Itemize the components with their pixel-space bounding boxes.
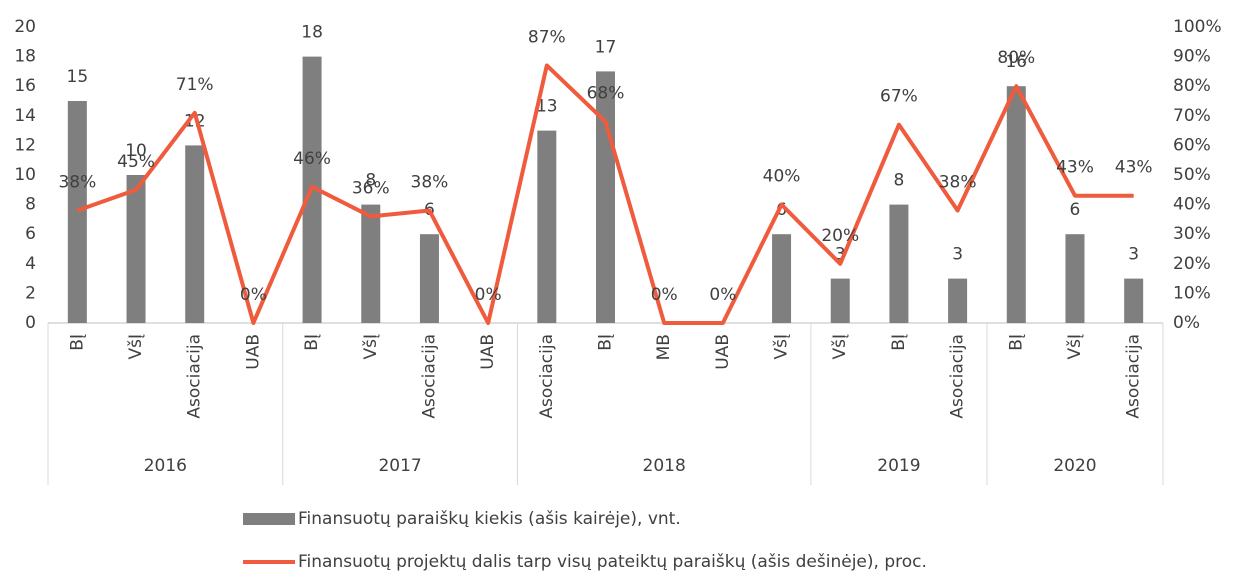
x-tick-label: Asociacija <box>948 334 968 419</box>
bar-value-label: 6 <box>1070 200 1081 220</box>
bar <box>185 145 205 323</box>
line-value-label: 38% <box>58 173 96 193</box>
line-value-label: 67% <box>880 87 918 107</box>
x-tick-label: BĮ <box>67 334 87 351</box>
y-tick-label: 14 <box>14 106 36 126</box>
legend-label: Finansuotų paraiškų kiekis (ašis kairėje… <box>298 509 681 529</box>
bar <box>419 234 439 323</box>
bar-value-label: 3 <box>1128 245 1139 265</box>
y2-tick-label: 60% <box>1173 135 1211 155</box>
bar-value-label: 15 <box>67 67 89 87</box>
line-value-label: 43% <box>1056 158 1094 178</box>
y-tick-label: 12 <box>14 135 36 155</box>
bar <box>1124 278 1144 323</box>
bar <box>948 278 968 323</box>
x-tick-label: BĮ <box>889 334 909 351</box>
line-value-label: 38% <box>939 173 977 193</box>
group-label: 2017 <box>378 456 421 476</box>
line-value-label: 80% <box>997 48 1035 68</box>
x-tick-label: Asociacija <box>419 334 439 419</box>
x-tick-label: Asociacija <box>537 334 557 419</box>
line-value-label: 43% <box>1115 158 1153 178</box>
bar <box>830 278 850 323</box>
bar-value-label: 16 <box>1005 52 1027 72</box>
bar <box>889 204 909 323</box>
line-value-label: 87% <box>528 27 566 47</box>
bar <box>1065 234 1085 323</box>
line-value-label: 20% <box>821 226 859 246</box>
y-tick-label: 18 <box>14 47 36 67</box>
x-tick-label: UAB <box>243 334 263 370</box>
bar-value-label: 8 <box>894 171 905 191</box>
bar <box>126 175 146 323</box>
line-value-label: 68% <box>587 84 625 104</box>
legend-label: Finansuotų projektų dalis tarp visų pate… <box>298 552 927 572</box>
y2-tick-label: 90% <box>1173 47 1211 67</box>
bar-value-label: 18 <box>301 23 323 43</box>
bar <box>1006 86 1026 323</box>
y2-tick-label: 70% <box>1173 106 1211 126</box>
x-tick-label: BĮ <box>302 334 322 351</box>
y2-tick-label: 0% <box>1173 313 1200 333</box>
group-label: 2020 <box>1053 456 1096 476</box>
bar <box>772 234 792 323</box>
line-value-label: 45% <box>117 152 155 172</box>
line-value-label: 0% <box>475 285 502 305</box>
line-value-label: 0% <box>709 285 736 305</box>
legend-swatch <box>243 513 295 525</box>
line-value-label: 0% <box>651 285 678 305</box>
y-tick-label: 2 <box>25 283 36 303</box>
x-tick-label: VšĮ <box>1065 334 1085 360</box>
y-tick-label: 6 <box>25 224 36 244</box>
x-tick-label: BĮ <box>1006 334 1026 351</box>
x-tick-label: Asociacija <box>1124 334 1144 419</box>
line-value-label: 40% <box>763 167 801 187</box>
x-tick-label: VšĮ <box>126 334 146 360</box>
y2-tick-label: 80% <box>1173 76 1211 96</box>
bar-value-label: 6 <box>776 200 787 220</box>
x-tick-label: VšĮ <box>772 334 792 360</box>
x-tick-label: Asociacija <box>185 334 205 419</box>
bar-value-label: 10 <box>125 141 147 161</box>
x-tick-label: VšĮ <box>830 334 850 360</box>
line-value-label: 0% <box>240 285 267 305</box>
y-tick-label: 20 <box>14 17 36 37</box>
bar <box>596 71 615 324</box>
y-tick-label: 16 <box>14 76 36 96</box>
bar <box>537 130 557 323</box>
line <box>76 63 1134 325</box>
y2-tick-label: 30% <box>1173 224 1211 244</box>
bar-value-label: 8 <box>365 171 376 191</box>
line-value-label: 46% <box>293 149 331 169</box>
line-value-label: 36% <box>352 178 390 198</box>
x-tick-label: UAB <box>713 334 733 370</box>
line-value-label: 38% <box>411 173 449 193</box>
bar <box>361 204 381 323</box>
x-tick-label: BĮ <box>596 334 616 351</box>
bar-value-label: 3 <box>952 245 963 265</box>
y2-tick-label: 100% <box>1173 17 1222 37</box>
x-tick-label: MB <box>654 334 674 360</box>
x-tick-label: UAB <box>478 334 498 370</box>
line-value-label: 71% <box>176 75 214 95</box>
group-label: 2019 <box>877 456 920 476</box>
bar-value-label: 17 <box>595 37 617 57</box>
y2-tick-label: 20% <box>1173 254 1211 274</box>
bar <box>67 101 87 323</box>
y2-tick-label: 10% <box>1173 283 1211 303</box>
y2-tick-label: 50% <box>1173 165 1211 185</box>
y-tick-label: 4 <box>25 254 36 274</box>
group-label: 2016 <box>144 456 187 476</box>
x-tick-label: VšĮ <box>361 334 381 360</box>
bar-value-label: 13 <box>536 97 558 117</box>
bar-value-label: 3 <box>835 245 846 265</box>
y-tick-label: 10 <box>14 165 36 185</box>
group-label: 2018 <box>643 456 686 476</box>
y-tick-label: 0 <box>25 313 36 333</box>
y2-tick-label: 40% <box>1173 195 1211 215</box>
y-tick-label: 8 <box>25 195 36 215</box>
